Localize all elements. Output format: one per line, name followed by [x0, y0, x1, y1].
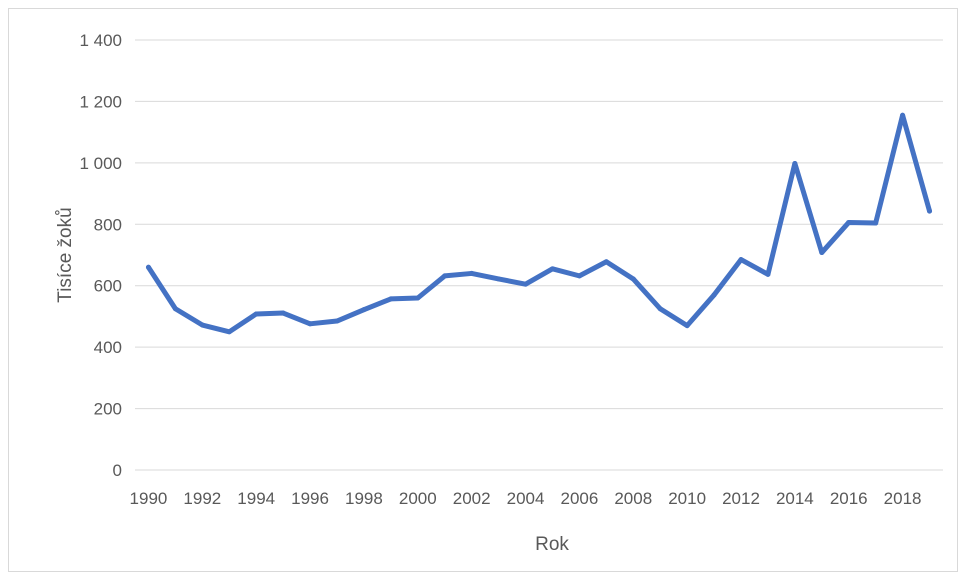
data-point: [846, 219, 852, 225]
series-layer: [145, 112, 933, 335]
y-tick-label: 800: [94, 215, 122, 234]
data-point: [738, 257, 744, 263]
series-line: [145, 112, 933, 335]
data-point: [792, 160, 798, 166]
data-point: [253, 311, 259, 317]
x-tick-label: 2002: [453, 489, 491, 508]
y-tick-label: 1 400: [79, 31, 122, 50]
chart-frame: [8, 8, 958, 572]
y-axis-title: Tisíce žoků: [55, 207, 76, 302]
x-tick-label: 1990: [130, 489, 168, 508]
data-point: [226, 329, 232, 335]
data-point: [172, 306, 178, 312]
x-tick-label: 2000: [399, 489, 437, 508]
data-point: [496, 276, 502, 282]
y-tick-label: 0: [113, 461, 122, 480]
data-point: [415, 295, 421, 301]
data-point: [603, 259, 609, 265]
data-point: [684, 323, 690, 329]
x-tick-label: 2006: [560, 489, 598, 508]
y-tick-label: 200: [94, 400, 122, 419]
data-point: [469, 270, 475, 276]
y-tick-label: 1 200: [79, 92, 122, 111]
data-point: [307, 321, 313, 327]
data-point: [873, 220, 879, 226]
x-tick-label: 1998: [345, 489, 383, 508]
x-tick-label: 1996: [291, 489, 329, 508]
x-tick-label: 1992: [183, 489, 221, 508]
data-point: [361, 307, 367, 313]
x-tick-label: 2010: [668, 489, 706, 508]
x-tick-label: 2004: [507, 489, 545, 508]
data-point: [657, 306, 663, 312]
data-point: [199, 322, 205, 328]
data-point: [576, 273, 582, 279]
data-point: [280, 310, 286, 316]
gridlines: [135, 39, 943, 471]
x-tick-label: 2012: [722, 489, 760, 508]
data-point: [765, 271, 771, 277]
y-tick-label: 600: [94, 277, 122, 296]
data-point: [442, 273, 448, 279]
data-point: [145, 264, 151, 270]
data-point: [927, 208, 933, 214]
data-point: [630, 276, 636, 282]
data-point: [900, 112, 906, 118]
x-tick-label: 2014: [776, 489, 814, 508]
x-tick-labels: 1990 1992 1994 1996 1998 2000 2002 2004 2006 2008…: [130, 489, 922, 508]
x-tick-label: 2008: [614, 489, 652, 508]
y-tick-labels: 0 200 400 600 800 1 000 1 200 1 400: [79, 31, 122, 480]
y-tick-label: 1 000: [79, 154, 122, 173]
x-tick-label: 2018: [884, 489, 922, 508]
data-point: [819, 250, 825, 256]
y-tick-label: 400: [94, 338, 122, 357]
data-point: [523, 281, 529, 287]
data-point: [711, 292, 717, 298]
data-point: [334, 318, 340, 324]
data-point: [388, 296, 394, 302]
x-tick-label: 2016: [830, 489, 868, 508]
data-point: [549, 266, 555, 272]
x-tick-label: 1994: [237, 489, 275, 508]
x-axis-title: Rok: [535, 534, 569, 555]
